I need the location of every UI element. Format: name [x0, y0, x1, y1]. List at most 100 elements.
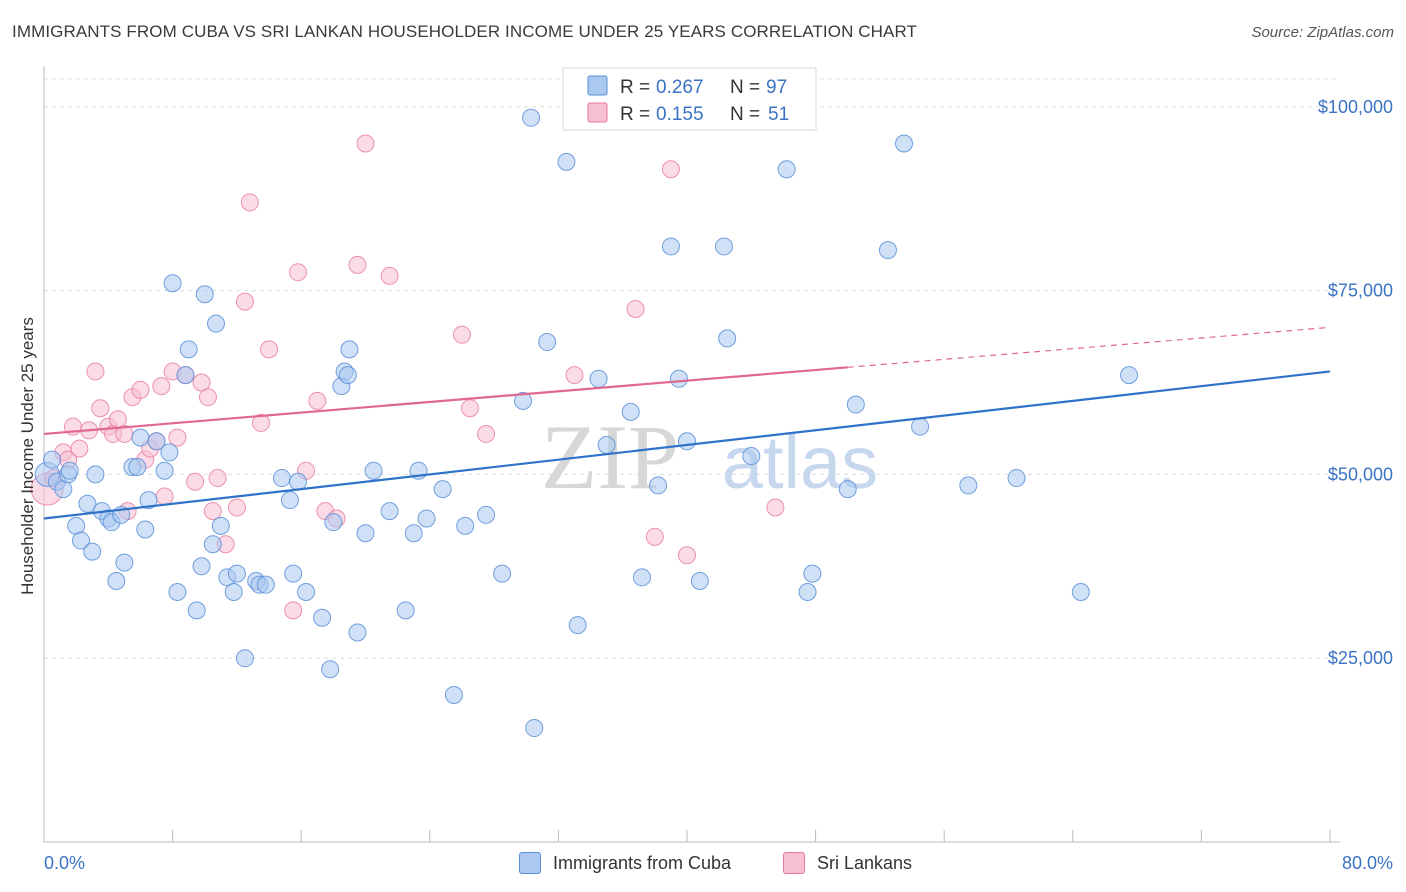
cuba-point	[417, 509, 436, 528]
sri-lankan-point	[252, 413, 271, 432]
cuba-point	[456, 516, 475, 535]
sri-lankan-point	[766, 498, 785, 517]
sri-lankan-trend-line	[43, 366, 848, 436]
sri-lankan-point	[260, 340, 279, 359]
sri-lankan-point	[203, 502, 222, 521]
sri-lankan-point	[565, 366, 584, 385]
sri-lankan-point	[198, 388, 217, 407]
y-axis-title: Householder Income Under 25 years	[18, 317, 37, 595]
cuba-point	[179, 340, 198, 359]
cuba-point	[557, 152, 576, 171]
cuba-point	[838, 480, 857, 499]
cuba-point	[404, 524, 423, 543]
cuba-point	[396, 601, 415, 620]
sri-lankan-point	[131, 380, 150, 399]
cuba-point	[348, 623, 367, 642]
sri-lankan-point	[208, 469, 227, 488]
cuba-point	[192, 557, 211, 576]
cuba-point	[155, 461, 174, 480]
legend-bottom-label-cuba: Immigrants from Cuba	[553, 852, 732, 873]
cuba-point	[227, 564, 246, 583]
sri-lankan-point	[477, 424, 496, 443]
sri-lankan-point	[288, 263, 307, 282]
cuba-point	[1120, 366, 1139, 385]
legend-top: R = 0.267 N = 97 R = 0.155 N = 51	[562, 67, 817, 131]
legend-bottom-swatch-sri-lankans	[783, 852, 805, 874]
cuba-point	[742, 447, 761, 465]
cuba-point	[195, 285, 214, 304]
cuba-point	[107, 571, 126, 590]
y-tick-label: $50,000	[1328, 464, 1393, 484]
cuba-point	[514, 391, 533, 410]
cuba-point	[313, 608, 332, 627]
cuba-point	[895, 134, 914, 153]
cuba-point	[147, 432, 166, 451]
cuba-point	[211, 516, 230, 535]
cuba-point	[493, 564, 512, 583]
cuba-point	[338, 366, 357, 385]
cuba-point	[477, 505, 496, 524]
chart-title: IMMIGRANTS FROM CUBA VS SRI LANKAN HOUSE…	[12, 22, 918, 41]
cuba-point	[321, 660, 340, 679]
legend-n-value-cuba: 97	[766, 77, 787, 98]
chart-source: Source: ZipAtlas.com	[1251, 24, 1394, 41]
cuba-point	[597, 435, 616, 454]
cuba-point	[718, 329, 737, 348]
cuba-point	[176, 366, 195, 385]
cuba-point	[568, 616, 587, 635]
series-cuba	[34, 108, 1139, 738]
cuba-point	[649, 476, 668, 495]
sri-lankan-point	[308, 391, 327, 410]
axes	[43, 66, 1340, 843]
cuba-point	[235, 649, 254, 668]
cuba-point	[589, 369, 608, 388]
sri-lankan-point	[240, 193, 259, 212]
cuba-point	[525, 719, 544, 738]
cuba-trend-line	[43, 370, 1331, 520]
cuba-point	[203, 535, 222, 554]
legend-swatch-cuba	[587, 75, 608, 96]
cuba-point	[224, 583, 243, 602]
cuba-point	[280, 491, 299, 510]
cuba-point	[136, 520, 155, 539]
legend-r-value-sri-lankans: 0.155	[656, 104, 704, 125]
sri-lankan-point	[348, 255, 367, 274]
cuba-point	[356, 524, 375, 543]
x-axis-max-label: 80.0%	[1342, 853, 1393, 873]
cuba-point	[444, 685, 463, 704]
y-tick-label: $75,000	[1328, 281, 1393, 301]
sri-lankan-point	[155, 487, 174, 506]
y-tick-label: $25,000	[1328, 648, 1393, 668]
legend-r-value-cuba: 0.267	[656, 77, 704, 98]
cuba-point	[207, 314, 226, 333]
legend-bottom: Immigrants from Cuba Sri Lankans	[0, 852, 1406, 878]
cuba-point	[160, 443, 179, 462]
cuba-point	[43, 450, 62, 469]
cuba-point	[669, 369, 688, 388]
cuba-point	[163, 274, 182, 293]
legend-bottom-label-sri-lankans: Sri Lankans	[817, 852, 913, 873]
legend-n-label-cuba: N =	[730, 77, 760, 98]
cuba-point	[340, 340, 359, 359]
trend-lines	[43, 326, 1331, 520]
legend-r-label-cuba: R =	[620, 77, 650, 98]
cuba-point	[878, 241, 897, 260]
legend-n-label-sri-lankans: N =	[730, 104, 760, 125]
cuba-point	[83, 542, 102, 561]
legend-r-label-sri-lankans: R =	[620, 104, 650, 125]
sri-lankan-point	[678, 546, 696, 565]
cuba-point	[272, 469, 291, 488]
cuba-point	[131, 428, 150, 447]
cuba-point	[538, 333, 557, 352]
sri-lankan-point	[645, 527, 664, 546]
cuba-point	[364, 461, 383, 480]
cuba-point	[911, 417, 930, 436]
sri-lankan-trend-extension	[847, 326, 1331, 368]
sri-lankan-point	[626, 299, 645, 318]
sri-lankan-point	[356, 134, 375, 153]
sri-lankan-point	[284, 601, 303, 620]
cuba-point	[284, 564, 303, 583]
cuba-point	[78, 494, 97, 513]
cuba-point	[1071, 583, 1090, 602]
cuba-point	[714, 237, 733, 256]
